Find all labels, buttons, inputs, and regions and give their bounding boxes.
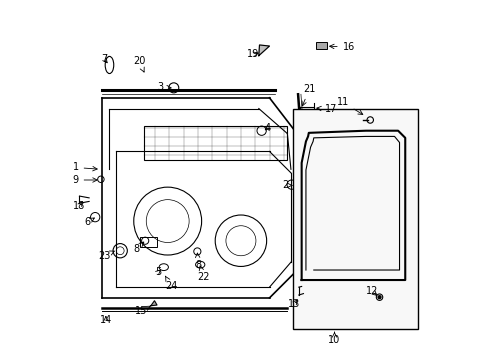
Bar	[144, 126, 287, 160]
Text: 17: 17	[316, 104, 336, 114]
Text: 5: 5	[155, 267, 161, 277]
Text: 14: 14	[100, 315, 112, 325]
Text: 13: 13	[287, 299, 299, 309]
Bar	[140, 237, 157, 247]
Text: 23: 23	[98, 251, 114, 261]
Text: 16: 16	[329, 42, 354, 52]
Bar	[315, 42, 326, 49]
Text: 15: 15	[134, 306, 150, 316]
Text: 12: 12	[366, 287, 378, 296]
Text: 19: 19	[247, 49, 259, 59]
Text: 24: 24	[165, 276, 177, 292]
Text: 1: 1	[72, 162, 97, 172]
Circle shape	[377, 296, 380, 298]
Text: 7: 7	[101, 54, 107, 64]
Text: 8: 8	[133, 242, 143, 253]
Text: 11: 11	[336, 97, 362, 114]
Polygon shape	[258, 45, 269, 56]
Text: 21: 21	[302, 84, 315, 106]
Text: 2: 2	[282, 180, 291, 190]
Text: 8: 8	[195, 253, 201, 270]
Text: 22: 22	[197, 266, 209, 282]
Text: 10: 10	[328, 332, 340, 345]
Text: 3: 3	[157, 82, 171, 92]
Text: 9: 9	[72, 175, 97, 185]
Text: 6: 6	[84, 217, 94, 227]
Bar	[292, 109, 418, 329]
Text: 18: 18	[73, 201, 85, 211]
Text: 4: 4	[264, 123, 270, 133]
Text: 20: 20	[133, 57, 145, 72]
Polygon shape	[151, 301, 157, 306]
